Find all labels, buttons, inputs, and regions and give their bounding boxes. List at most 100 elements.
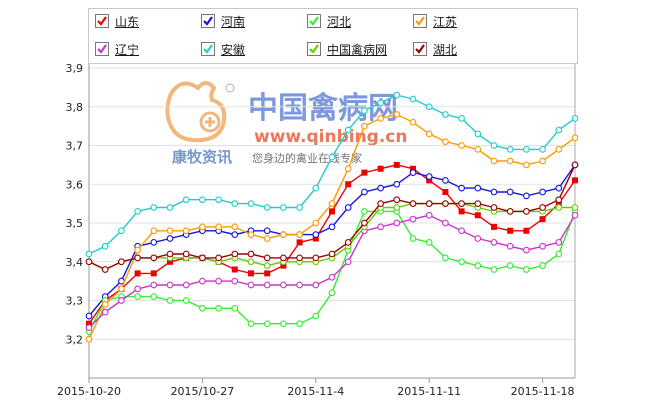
data-point[interactable] [571, 211, 579, 219]
data-point[interactable] [361, 122, 368, 130]
data-point[interactable] [523, 246, 530, 254]
data-point[interactable] [345, 181, 352, 188]
checkbox-checked-icon[interactable] [201, 42, 215, 56]
data-point[interactable] [523, 227, 530, 234]
data-point[interactable] [280, 281, 287, 289]
data-point[interactable] [280, 320, 287, 328]
checkbox-checked-icon[interactable] [413, 42, 427, 56]
data-point[interactable] [410, 165, 416, 172]
legend-label[interactable]: 河南 [221, 14, 246, 29]
data-point[interactable] [247, 281, 255, 289]
legend-item[interactable]: 河南 [201, 12, 245, 30]
data-point[interactable] [328, 223, 336, 231]
data-point[interactable] [344, 126, 352, 134]
data-point[interactable] [182, 281, 190, 289]
data-point[interactable] [458, 208, 465, 215]
data-point[interactable] [263, 235, 271, 242]
data-point[interactable] [248, 270, 254, 277]
legend-label[interactable]: 中国禽病网 [327, 42, 388, 57]
checkbox-checked-icon[interactable] [95, 14, 109, 28]
data-point[interactable] [571, 204, 579, 211]
data-point[interactable] [182, 227, 190, 235]
data-point[interactable] [490, 188, 498, 196]
data-point[interactable] [215, 196, 222, 204]
data-point[interactable] [393, 111, 401, 118]
data-point[interactable] [328, 273, 336, 281]
data-point[interactable] [231, 223, 239, 231]
checkbox-checked-icon[interactable] [307, 14, 321, 28]
checkbox-checked-icon[interactable] [201, 14, 215, 28]
data-point[interactable] [539, 242, 546, 250]
data-point[interactable] [490, 239, 498, 246]
data-point[interactable] [442, 200, 449, 207]
data-point[interactable] [263, 254, 271, 262]
data-point[interactable] [474, 262, 482, 269]
data-point[interactable] [425, 211, 433, 219]
data-point[interactable] [280, 204, 287, 211]
data-point[interactable] [296, 281, 303, 289]
data-point[interactable] [393, 204, 401, 211]
data-point[interactable] [328, 289, 336, 297]
data-point[interactable] [555, 250, 563, 258]
data-point[interactable] [231, 250, 239, 258]
data-point[interactable] [199, 254, 206, 262]
data-point[interactable] [231, 231, 239, 238]
data-point[interactable] [344, 165, 352, 173]
data-point[interactable] [199, 304, 206, 312]
data-point[interactable] [506, 157, 514, 165]
data-point[interactable] [312, 231, 320, 238]
data-point[interactable] [296, 231, 303, 238]
data-point[interactable] [361, 169, 368, 176]
data-point[interactable] [393, 91, 401, 99]
legend-item[interactable]: 辽宁 [95, 40, 139, 58]
legend-label[interactable]: 河北 [327, 14, 352, 29]
data-point[interactable] [118, 297, 125, 304]
data-point[interactable] [263, 227, 271, 235]
data-point[interactable] [118, 227, 125, 235]
data-point[interactable] [247, 258, 255, 266]
data-point[interactable] [377, 223, 384, 231]
legend-item[interactable]: 湖北 [413, 40, 457, 58]
legend-label[interactable]: 安徽 [221, 42, 246, 57]
data-point[interactable] [166, 204, 174, 211]
data-point[interactable] [490, 266, 498, 273]
data-point[interactable] [247, 200, 255, 207]
data-point[interactable] [474, 130, 482, 138]
data-point[interactable] [523, 146, 530, 153]
data-point[interactable] [425, 239, 433, 246]
data-point[interactable] [86, 320, 92, 327]
data-point[interactable] [231, 304, 239, 312]
data-point[interactable] [134, 246, 141, 254]
data-point[interactable] [539, 188, 546, 196]
data-point[interactable] [555, 196, 563, 204]
data-point[interactable] [85, 250, 93, 258]
data-point[interactable] [166, 281, 174, 289]
data-point[interactable] [101, 242, 109, 250]
data-point[interactable] [134, 293, 141, 300]
data-point[interactable] [134, 208, 141, 215]
legend-item[interactable]: 中国禽病网 [307, 40, 387, 58]
data-point[interactable] [409, 169, 417, 176]
data-point[interactable] [167, 258, 173, 265]
data-point[interactable] [150, 239, 158, 246]
data-point[interactable] [344, 239, 352, 246]
data-point[interactable] [571, 134, 579, 142]
data-point[interactable] [523, 266, 530, 273]
data-point[interactable] [555, 126, 563, 134]
data-point[interactable] [490, 142, 498, 149]
data-point[interactable] [458, 227, 465, 235]
data-point[interactable] [572, 177, 578, 184]
data-point[interactable] [280, 262, 287, 269]
data-point[interactable] [555, 146, 563, 153]
data-point[interactable] [523, 161, 530, 169]
data-point[interactable] [101, 308, 109, 316]
data-point[interactable] [166, 297, 174, 304]
data-point[interactable] [377, 115, 384, 122]
data-point[interactable] [442, 219, 449, 227]
data-point[interactable] [409, 235, 417, 242]
data-point[interactable] [247, 320, 255, 328]
data-point[interactable] [377, 99, 384, 107]
data-point[interactable] [328, 153, 336, 161]
data-point[interactable] [280, 231, 287, 238]
data-point[interactable] [426, 177, 433, 184]
